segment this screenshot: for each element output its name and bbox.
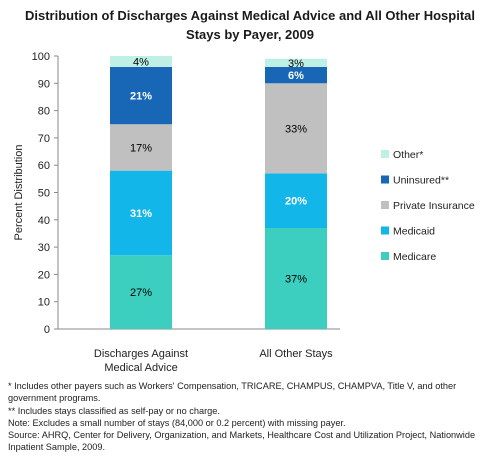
y-tick-label: 80 [38, 106, 50, 118]
bar-segment-medicare [110, 255, 172, 329]
x-tick-label: Discharges Against [94, 348, 188, 360]
data-label: 17% [130, 142, 152, 154]
legend-swatch-other [381, 150, 389, 158]
legend-swatch-medicare [381, 252, 389, 260]
data-label: 31% [130, 208, 152, 220]
bar-segment-uninsured [265, 66, 327, 84]
data-label: 37% [285, 273, 307, 285]
y-tick-label: 90 [38, 78, 50, 90]
bar-segment-other [265, 58, 327, 67]
y-tick-label: 70 [38, 133, 50, 145]
legend-label-medicaid: Medicaid [393, 226, 435, 238]
legend-label-private-insurance: Private Insurance [393, 200, 475, 212]
x-tick-label: All Other Stays [259, 348, 333, 360]
stacked-bar-chart: 0 10 20 30 40 50 60 70 80 90 100 Percent Distributi… [13, 51, 475, 374]
chart-title-line-2: Stays by Payer, 2009 [186, 27, 314, 42]
legend-swatch-private-insurance [381, 201, 389, 209]
bar-segment-medicare [265, 227, 327, 329]
chart-title-line-1: Distribution of Discharges Against Medic… [24, 8, 476, 23]
chart-title: Distribution of Discharges Against Medic… [0, 6, 500, 44]
bar-segment-medicaid [110, 170, 172, 256]
data-label: 4% [133, 56, 149, 68]
footnote-other: * Includes other payers such as Workers'… [8, 381, 457, 404]
x-tick-label: Medical Advice [104, 362, 177, 374]
footnote-uninsured: ** Includes stays classified as self-pay… [8, 405, 220, 416]
legend-label-medicare: Medicare [393, 251, 436, 263]
y-tick-label: 0 [44, 324, 50, 336]
y-tick-label: 20 [38, 269, 50, 281]
footnote-source: Source: AHRQ, Center for Delivery, Organ… [8, 430, 476, 453]
legend-swatch-medicaid [381, 226, 389, 235]
legend-label-uninsured: Uninsured** [393, 175, 449, 187]
legend-swatch-uninsured [381, 175, 389, 184]
data-label: 20% [285, 196, 307, 208]
bar-segment-other [110, 56, 172, 67]
data-label: 27% [130, 287, 152, 299]
y-tick-label: 40 [38, 215, 50, 227]
data-label: 33% [285, 123, 307, 135]
bar-segment-private-insurance [265, 83, 327, 174]
footnotes: * Includes other payers such as Workers'… [8, 380, 494, 454]
y-tick-label: 60 [38, 160, 50, 172]
y-axis-label: Percent Distribution [13, 145, 25, 241]
data-label: 21% [130, 91, 152, 103]
data-label: 3% [288, 58, 304, 70]
y-tick-label: 100 [32, 51, 50, 63]
legend-label-other: Other* [393, 149, 423, 161]
bar-layer: 27% 31% 17% 21% 4% 37% 20% 33% 6%3% [110, 56, 327, 329]
y-tick-label: 50 [38, 188, 50, 200]
bar-segment-uninsured [110, 66, 172, 125]
data-label: 6% [288, 70, 304, 82]
footnote-note: Note: Excludes a small number of stays (… [8, 417, 346, 428]
bar-segment-private-insurance [110, 124, 172, 171]
y-tick-label: 10 [38, 297, 50, 309]
legend: Other* Uninsured** Private Insurance Medica… [381, 149, 475, 263]
bar-segment-medicaid [265, 173, 327, 228]
y-tick-label: 30 [38, 242, 50, 254]
